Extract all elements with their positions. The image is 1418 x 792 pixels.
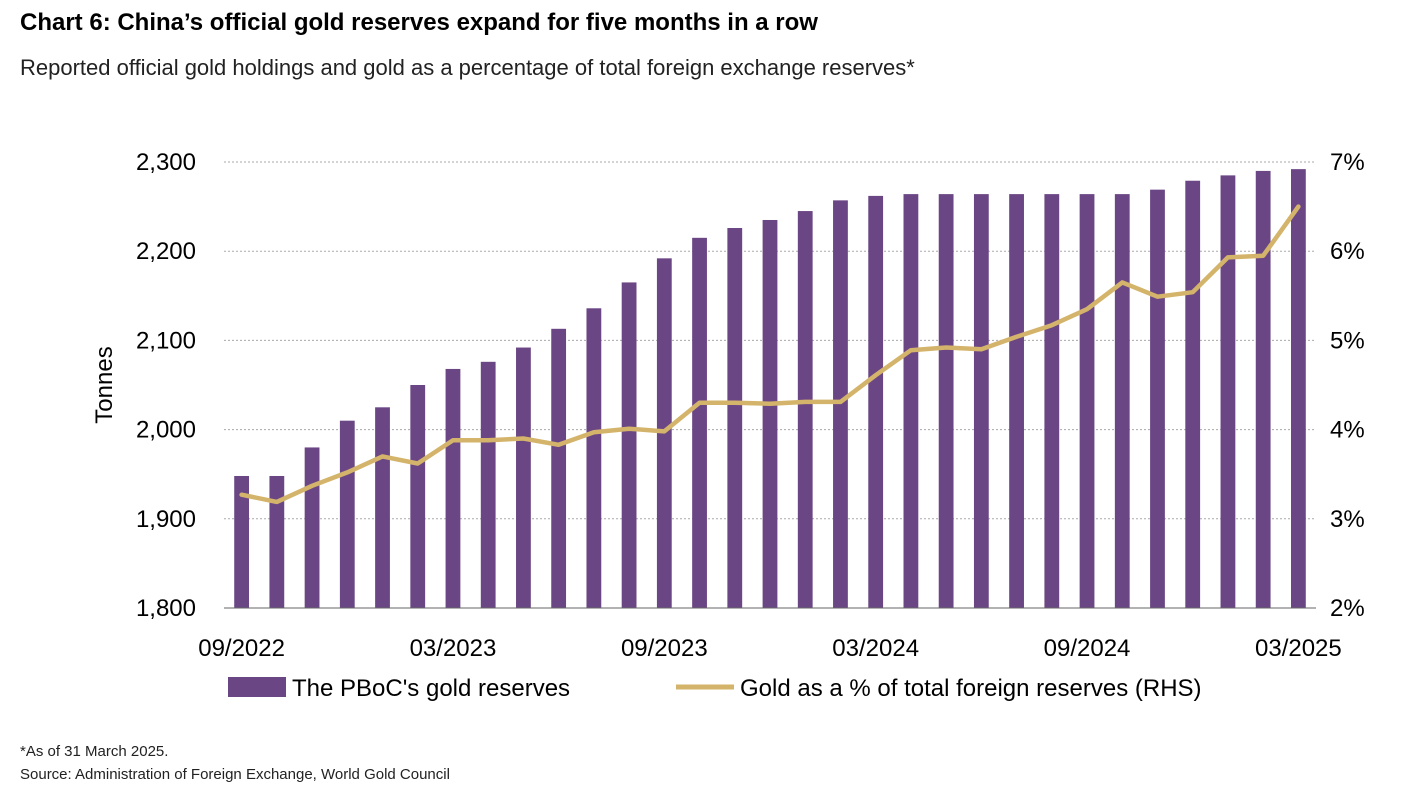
bar	[621, 282, 637, 608]
x-tick-label: 09/2023	[621, 635, 708, 662]
bar	[410, 385, 426, 608]
y-tick-label: 1,800	[136, 595, 196, 622]
y-axis-title: Tonnes	[91, 346, 118, 423]
y-tick-label: 2,000	[136, 417, 196, 444]
x-tick-label: 03/2025	[1255, 635, 1342, 662]
bar	[480, 361, 496, 608]
bar	[304, 447, 320, 608]
bar	[1220, 175, 1236, 608]
legend-bar-swatch	[228, 677, 286, 697]
y2-tick-label: 4%	[1330, 417, 1365, 444]
bar	[868, 195, 884, 608]
bar	[1009, 194, 1024, 608]
bar	[727, 228, 743, 608]
bar	[1079, 194, 1095, 608]
bar	[339, 420, 355, 608]
bar	[762, 219, 778, 609]
y-tick-label: 2,200	[136, 238, 196, 265]
bar	[445, 368, 461, 608]
y-tick-label: 1,900	[136, 506, 196, 533]
bar	[269, 475, 285, 608]
x-tick-label: 09/2024	[1044, 635, 1131, 662]
bar	[1290, 169, 1306, 609]
y-tick-label: 2,300	[136, 149, 196, 176]
y2-tick-label: 5%	[1330, 327, 1365, 354]
chart-title: Chart 6: China’s official gold reserves …	[20, 9, 818, 36]
bar	[375, 407, 390, 608]
bar	[1114, 194, 1130, 608]
reserve-share-line	[239, 204, 1301, 505]
bar	[1255, 170, 1271, 609]
bar	[903, 194, 919, 608]
bar	[973, 194, 989, 608]
bar	[1150, 189, 1165, 609]
footnote: *As of 31 March 2025.	[20, 743, 169, 760]
bar	[1185, 180, 1201, 608]
y2-tick-label: 7%	[1330, 149, 1365, 176]
legend-line-label: Gold as a % of total foreign reserves (R…	[740, 675, 1202, 702]
source-note: Source: Administration of Foreign Exchan…	[20, 766, 450, 783]
bar	[516, 347, 531, 608]
bar	[1044, 194, 1060, 608]
y2-tick-label: 3%	[1330, 506, 1365, 533]
bar	[234, 475, 250, 608]
bar	[692, 237, 707, 608]
bar	[586, 308, 602, 608]
bar	[938, 194, 954, 608]
bar	[833, 200, 848, 608]
y-tick-label: 2,100	[136, 327, 196, 354]
x-tick-label: 03/2023	[410, 635, 497, 662]
bar	[551, 328, 567, 608]
legend-bar-label: The PBoC's gold reserves	[292, 675, 570, 702]
x-tick-label: 03/2024	[832, 635, 919, 662]
chart-subtitle: Reported official gold holdings and gold…	[20, 55, 915, 80]
y2-tick-label: 6%	[1330, 238, 1365, 265]
x-tick-label: 09/2022	[198, 635, 285, 662]
y2-tick-label: 2%	[1330, 595, 1365, 622]
bar	[797, 211, 813, 608]
